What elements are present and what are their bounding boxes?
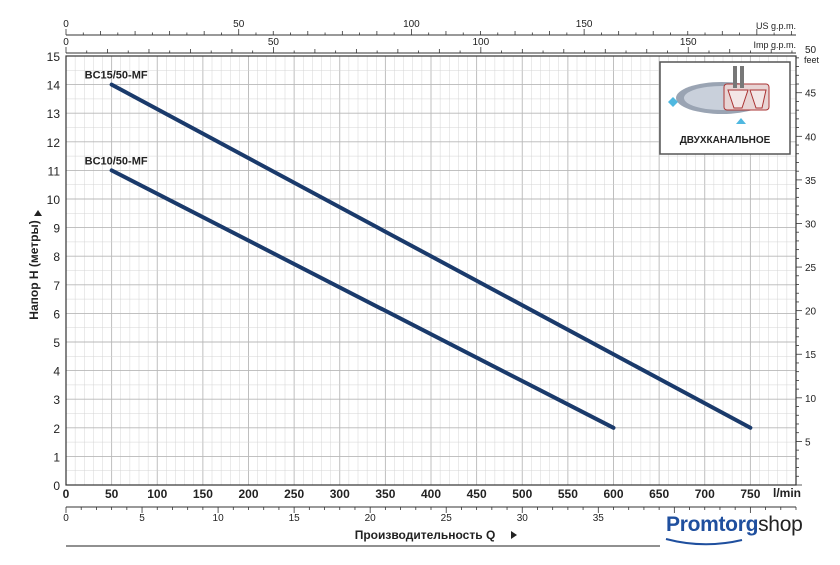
x-axis-arrow-icon (511, 531, 517, 539)
feet-tick-label: 50 (805, 45, 817, 56)
impeller-badge: ДВУХКАНАЛЬНОЕ (659, 61, 791, 155)
series-label-1: BC15/50-MF (85, 70, 148, 82)
brand-logo: Promtorgshop (666, 513, 803, 537)
x-tick-label: 200 (238, 487, 258, 501)
us-gpm-tick-label: 100 (403, 19, 420, 30)
us-gpm-tick-label: 50 (233, 19, 245, 30)
us-gpm-label: US g.p.m. (756, 21, 796, 31)
y-tick-label: 4 (53, 365, 60, 379)
x-tick-label: 750 (740, 487, 760, 501)
impeller-badge-label: ДВУХКАНАЛЬНОЕ (680, 135, 771, 146)
y-axis-label: Напор H (метры) (27, 220, 41, 319)
series-group: BC15/50-MF BC10/50-MF (85, 70, 753, 430)
m3h-tick-label: 10 (213, 513, 225, 524)
m3h-axis: 0 5 10 15 20 25 30 35 (63, 506, 797, 524)
top-axes: 0 50 100 150 0 50 100 150 (63, 19, 796, 54)
imp-gpm-tick-label: 0 (63, 37, 69, 48)
m3h-tick-label: 35 (593, 513, 605, 524)
x-tick-label: 450 (467, 487, 487, 501)
m3h-tick-label: 15 (289, 513, 301, 524)
x-tick-label: 550 (558, 487, 578, 501)
m3h-tick-label: 0 (63, 513, 69, 524)
series-line-2 (109, 168, 616, 430)
y-axis-arrow-icon (34, 210, 42, 216)
x-unit-label: l/min (773, 486, 801, 500)
feet-label: feet (804, 55, 820, 65)
y-tick-label: 8 (53, 250, 60, 264)
feet-tick-label: 45 (805, 89, 817, 100)
plot-frame (65, 55, 797, 486)
feet-tick-label: 10 (805, 394, 817, 405)
series-line-1 (109, 82, 753, 430)
brand-part1: Promtorg (666, 513, 759, 536)
x-tick-label: 700 (695, 487, 715, 501)
impeller-icon (668, 66, 770, 124)
feet-axis: 5 10 15 20 25 30 35 40 45 50 (796, 45, 817, 486)
y-tick-label: 10 (47, 193, 61, 207)
x-axis-label: Производительность Q (355, 528, 496, 542)
y-tick-label: 11 (48, 164, 61, 178)
feet-tick-label: 40 (805, 132, 817, 143)
x-tick-label: 100 (147, 487, 167, 501)
y-tick-label: 6 (53, 307, 60, 321)
y-tick-label: 2 (53, 422, 60, 436)
x-tick-label: 250 (284, 487, 304, 501)
x-tick-label: 300 (330, 487, 350, 501)
y-tick-label: 9 (53, 222, 60, 236)
feet-tick-label: 30 (805, 219, 817, 230)
feet-tick-label: 25 (805, 263, 817, 274)
x-tick-label: 400 (421, 487, 441, 501)
us-gpm-tick-label: 150 (576, 19, 593, 30)
x-tick-label: 50 (105, 487, 119, 501)
y-tick-label: 12 (47, 136, 61, 150)
y-tick-label: 3 (53, 393, 60, 407)
imp-gpm-tick-label: 100 (472, 37, 489, 48)
x-tick-label: 600 (603, 487, 623, 501)
feet-tick-label: 20 (805, 307, 817, 318)
y-tick-label: 0 (53, 479, 60, 493)
x-tick-label: 0 (63, 487, 70, 501)
y-tick-label: 14 (47, 79, 61, 93)
y-tick-label: 13 (47, 107, 61, 121)
feet-tick-label: 35 (805, 176, 817, 187)
m3h-tick-label: 20 (365, 513, 377, 524)
imp-gpm-label: Imp g.p.m. (753, 40, 796, 50)
series-label-2: BC10/50-MF (85, 155, 148, 167)
feet-tick-label: 15 (805, 350, 817, 361)
y-tick-label: 7 (53, 279, 60, 293)
x-axis: 0 50 100 150 200 250 300 350 400 450 500 550 600 650 7… (63, 487, 761, 501)
x-tick-label: 350 (375, 487, 395, 501)
feet-tick-label: 5 (805, 437, 811, 448)
us-gpm-tick-label: 0 (63, 19, 69, 30)
m3h-tick-label: 25 (441, 513, 453, 524)
brand-swoosh-icon (665, 538, 743, 546)
x-tick-label: 500 (512, 487, 532, 501)
brand-part2: shop (758, 513, 803, 536)
imp-gpm-tick-label: 50 (268, 37, 280, 48)
m3h-tick-label: 30 (517, 513, 529, 524)
x-tick-label: 650 (649, 487, 669, 501)
x-tick-label: 150 (193, 487, 213, 501)
y-tick-label: 15 (47, 50, 61, 64)
y-tick-label: 5 (53, 336, 60, 350)
y-tick-label: 1 (53, 450, 60, 464)
m3h-tick-label: 5 (139, 513, 145, 524)
imp-gpm-tick-label: 150 (680, 37, 697, 48)
